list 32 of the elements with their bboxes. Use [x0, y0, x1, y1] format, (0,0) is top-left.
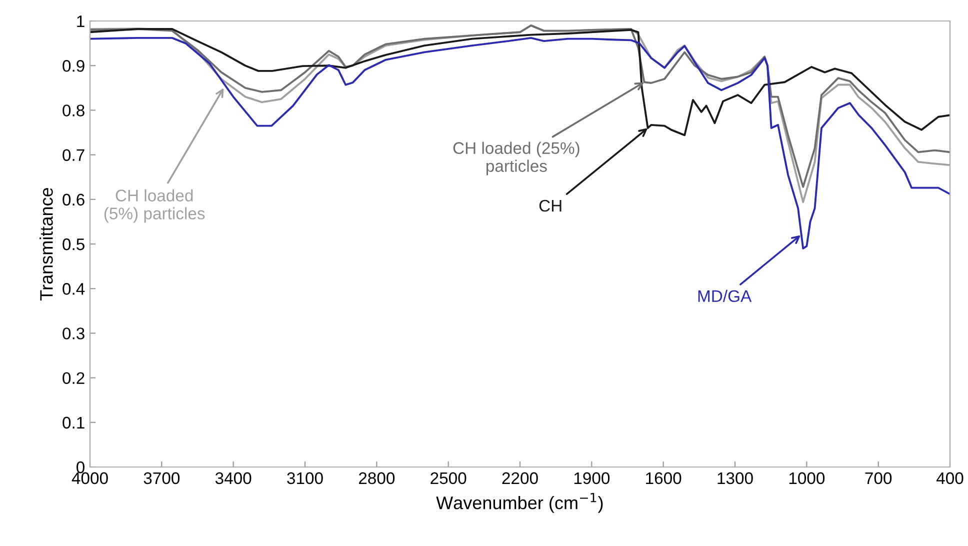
y-tick-label: 0.9: [62, 60, 84, 72]
x-tick-label: 2200: [502, 472, 538, 484]
annotation: CH loaded (5%) particles: [104, 189, 205, 223]
x-tick-label: 1000: [789, 472, 825, 484]
y-tick-label: 0.4: [62, 283, 85, 295]
x-tick-label: 2500: [430, 472, 466, 484]
x-tick-label: 3100: [287, 472, 323, 484]
y-tick-label: 0.2: [62, 372, 84, 384]
y-tick-label: 0.7: [62, 149, 84, 162]
y-tick-label: 0.6: [62, 194, 84, 206]
y-tick-label: 1: [77, 16, 84, 28]
y-tick-label: 0.8: [62, 104, 84, 116]
line-series: [90, 28, 950, 136]
x-tick-label: 700: [865, 472, 892, 484]
x-tick-label: 3400: [215, 472, 252, 484]
y-tick-label: 0: [76, 461, 84, 474]
x-tick-label: 1300: [718, 472, 753, 484]
y-tick-label: 0.1: [62, 416, 84, 429]
y-axis-title: Transmittance: [40, 188, 53, 300]
x-tick-label: 3700: [144, 472, 180, 484]
y-tick-label: 0.5: [62, 238, 84, 250]
annotation: MD/GA: [698, 290, 752, 302]
x-tick-label: 4000: [72, 472, 108, 484]
x-tick-label: 1600: [646, 472, 682, 484]
line-series: [90, 36, 950, 250]
annotation: CH loaded (25%) particles: [453, 142, 580, 176]
y-tick-label: 0.3: [62, 328, 84, 340]
x-tick-label: 2800: [358, 472, 395, 484]
x-tick-label: 400: [936, 472, 964, 484]
x-tick-label: 1900: [574, 472, 610, 484]
annotation: CH: [539, 200, 562, 212]
x-axis-title: Wavenumber (cm$^{−1}$): [436, 492, 603, 513]
